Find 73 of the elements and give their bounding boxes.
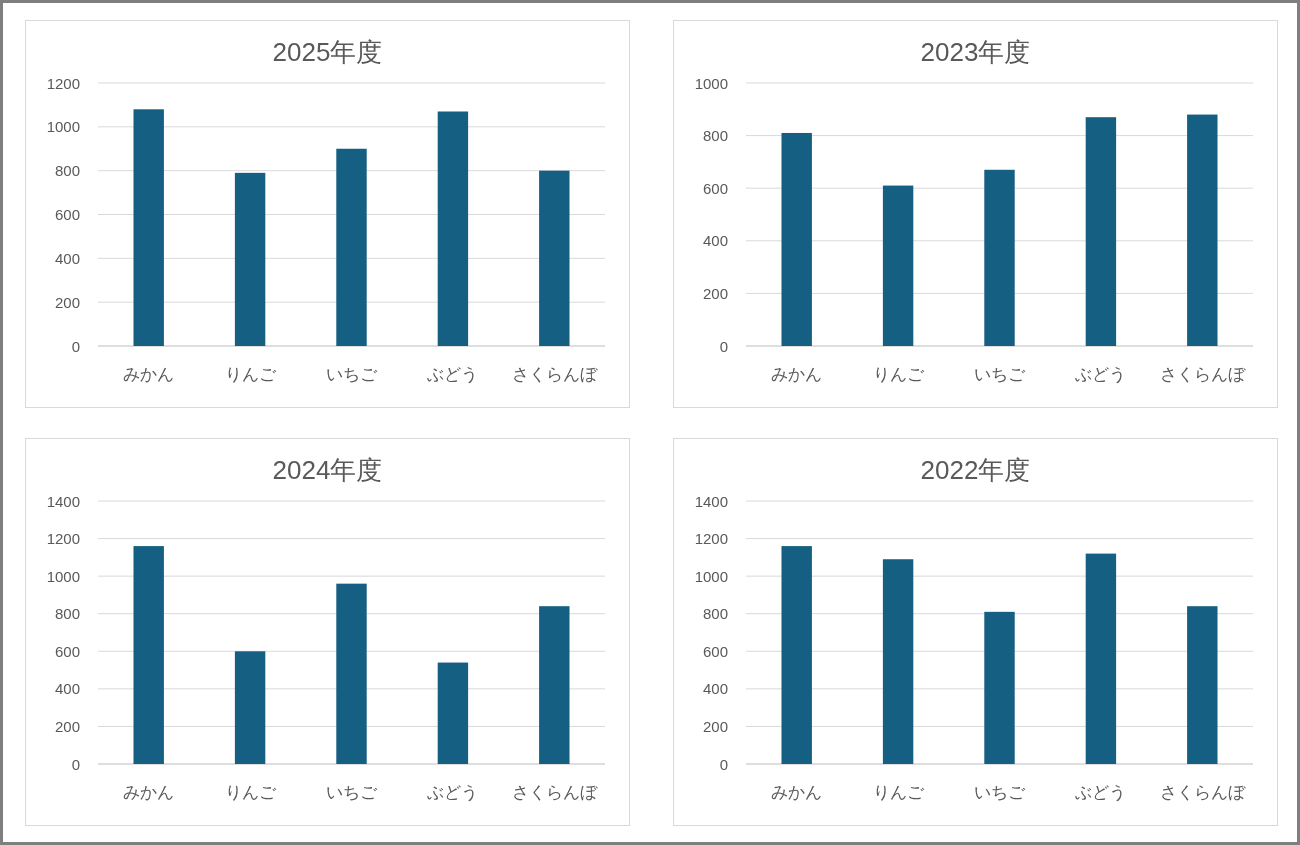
- x-tick-label: ぶどう: [427, 364, 479, 384]
- y-tick-label: 1000: [694, 567, 728, 585]
- bar: [336, 583, 367, 764]
- bar: [234, 651, 266, 764]
- y-tick-label: 600: [54, 206, 80, 223]
- x-tick-label: りんご: [872, 782, 925, 802]
- y-tick-label: 1200: [46, 74, 80, 92]
- x-tick-label: ぶどう: [1075, 364, 1127, 384]
- bar: [882, 185, 914, 346]
- x-tick-label: りんご: [224, 782, 277, 802]
- bar: [1085, 117, 1117, 346]
- y-tick-label: 600: [702, 179, 728, 197]
- y-tick-label: 400: [54, 249, 80, 267]
- y-tick-label: 200: [702, 284, 728, 302]
- x-tick-label: みかん: [123, 782, 175, 802]
- x-tick-label: いちご: [974, 364, 1026, 384]
- y-tick-label: 600: [54, 642, 80, 660]
- chart-title: 2022年度: [920, 455, 1031, 485]
- x-tick-label: みかん: [771, 782, 823, 802]
- bar: [1085, 553, 1117, 764]
- x-tick-label: さくらんぼ: [511, 364, 598, 384]
- y-tick-label: 0: [719, 337, 728, 355]
- x-tick-label: いちご: [974, 782, 1026, 802]
- bar: [781, 132, 812, 346]
- x-tick-label: さくらんぼ: [511, 782, 598, 802]
- y-tick-label: 800: [702, 605, 728, 623]
- y-tick-label: 1000: [46, 118, 80, 136]
- chart-title: 2025年度: [272, 37, 383, 67]
- bar: [539, 170, 570, 346]
- y-tick-label: 800: [54, 605, 80, 623]
- x-tick-label: みかん: [123, 364, 175, 384]
- bar: [133, 109, 164, 346]
- bar: [1187, 114, 1218, 346]
- y-tick-label: 1400: [694, 492, 728, 510]
- bar: [336, 148, 367, 346]
- bar: [437, 662, 469, 764]
- y-tick-label: 0: [71, 337, 80, 355]
- chart-title: 2024年度: [272, 455, 383, 485]
- bar: [234, 172, 266, 346]
- y-tick-label: 1200: [46, 530, 80, 548]
- y-tick-label: 1400: [46, 492, 80, 510]
- x-tick-label: りんご: [224, 364, 277, 384]
- bar: [984, 169, 1015, 346]
- bar: [437, 111, 469, 346]
- y-tick-label: 200: [702, 717, 728, 735]
- y-tick-label: 200: [54, 717, 80, 735]
- y-tick-label: 600: [702, 642, 728, 660]
- bar: [539, 606, 570, 764]
- bar: [984, 611, 1015, 764]
- y-tick-label: 400: [54, 680, 80, 698]
- chart-title: 2023年度: [920, 37, 1031, 67]
- x-tick-label: いちご: [326, 782, 378, 802]
- y-tick-label: 0: [719, 755, 728, 773]
- bar: [133, 546, 164, 764]
- x-tick-label: さくらんぼ: [1159, 782, 1246, 802]
- y-tick-label: 200: [54, 293, 80, 311]
- x-tick-label: ぶどう: [427, 782, 479, 802]
- x-tick-label: みかん: [771, 364, 823, 384]
- y-tick-label: 400: [702, 232, 728, 250]
- y-tick-label: 800: [54, 162, 80, 180]
- x-tick-label: りんご: [872, 364, 925, 384]
- x-tick-label: さくらんぼ: [1159, 364, 1246, 384]
- y-tick-label: 0: [71, 755, 80, 773]
- x-tick-label: ぶどう: [1075, 782, 1127, 802]
- y-tick-label: 1000: [694, 74, 728, 92]
- y-tick-label: 400: [702, 680, 728, 698]
- bar: [882, 559, 914, 764]
- x-tick-label: いちご: [326, 364, 378, 384]
- bar: [781, 546, 812, 764]
- bar: [1187, 606, 1218, 764]
- y-tick-label: 1200: [694, 530, 728, 548]
- y-tick-label: 1000: [46, 567, 80, 585]
- y-tick-label: 800: [702, 127, 728, 145]
